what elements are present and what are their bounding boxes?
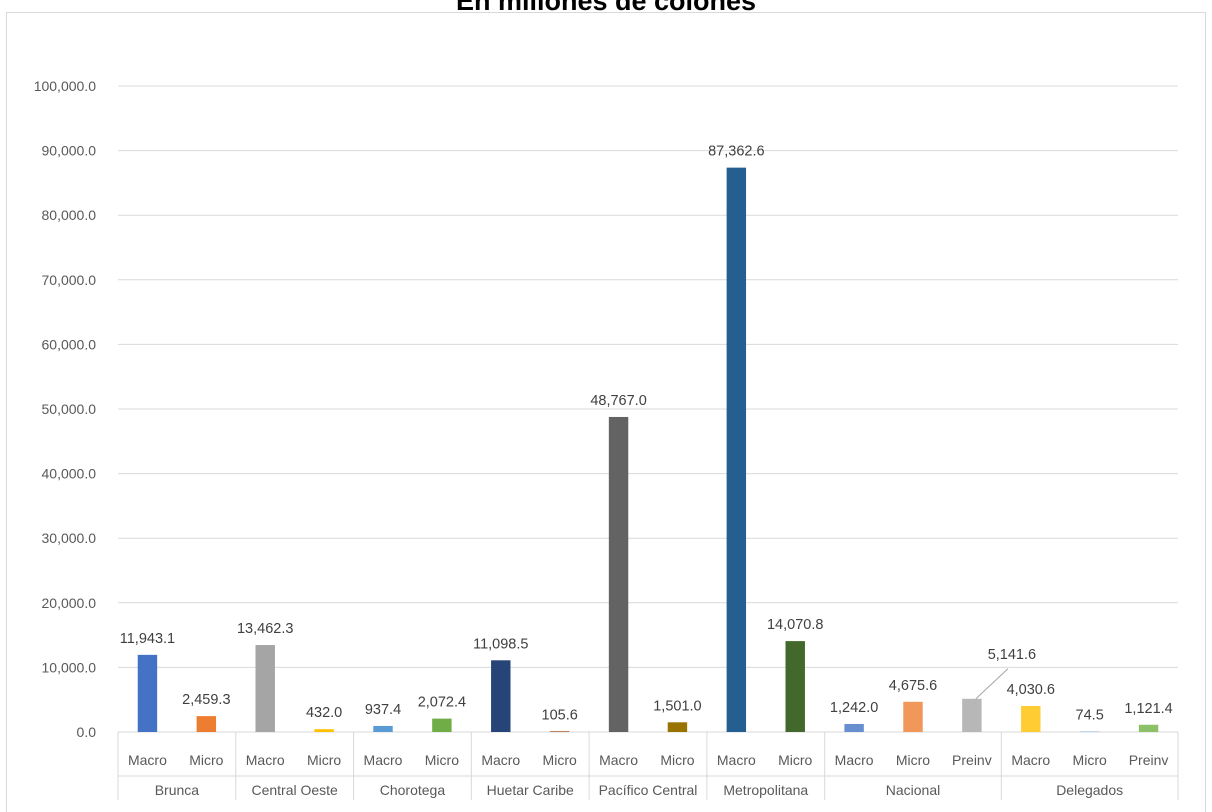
bar [373, 726, 392, 732]
category-label: Macro [481, 752, 520, 768]
category-label: Macro [1011, 752, 1050, 768]
data-label: 48,767.0 [590, 393, 646, 409]
y-tick-label: 30,000.0 [42, 530, 97, 546]
data-label: 1,242.0 [830, 700, 878, 716]
data-label: 2,459.3 [182, 692, 230, 708]
group-label: Central Oeste [251, 782, 338, 798]
data-label: 11,943.1 [120, 631, 175, 647]
bar [1021, 706, 1040, 732]
group-label: Nacional [886, 782, 940, 798]
bar [903, 702, 922, 732]
category-label: Micro [778, 752, 812, 768]
data-label: 2,072.4 [418, 695, 466, 711]
y-tick-label: 40,000.0 [42, 466, 97, 482]
category-label: Macro [599, 752, 638, 768]
y-tick-label: 10,000.0 [42, 659, 97, 675]
data-label: 74.5 [1076, 708, 1104, 724]
category-label: Macro [364, 752, 403, 768]
y-tick-label: 70,000.0 [42, 272, 97, 288]
bar [256, 645, 275, 732]
bar [491, 660, 510, 732]
bar [138, 655, 157, 732]
data-label: 5,141.6 [988, 647, 1036, 663]
category-label: Micro [660, 752, 694, 768]
category-label: Preinv [1129, 752, 1169, 768]
category-label: Micro [307, 752, 341, 768]
category-label: Macro [246, 752, 285, 768]
category-label: Macro [835, 752, 874, 768]
data-label: 11,098.5 [473, 636, 528, 652]
bar [962, 699, 981, 732]
category-label: Micro [425, 752, 459, 768]
y-tick-label: 60,000.0 [42, 336, 97, 352]
data-label: 4,675.6 [889, 678, 937, 694]
group-label: Brunca [155, 782, 200, 798]
bar [668, 722, 687, 732]
data-label: 4,030.6 [1007, 682, 1055, 698]
category-label: Macro [717, 752, 756, 768]
data-label: 432.0 [306, 705, 342, 721]
category-label: Macro [128, 752, 167, 768]
y-tick-label: 50,000.0 [42, 401, 97, 417]
data-label: 87,362.6 [708, 144, 764, 160]
leader-line [976, 669, 1008, 699]
category-label: Micro [1073, 752, 1107, 768]
y-tick-label: 100,000.0 [34, 78, 96, 94]
category-label: Micro [543, 752, 577, 768]
data-label: 105.6 [542, 707, 578, 723]
data-label: 13,462.3 [237, 621, 293, 637]
category-label: Micro [896, 752, 930, 768]
data-label: 1,501.0 [653, 698, 701, 714]
bar [609, 417, 628, 732]
bar [786, 641, 805, 732]
group-label: Metropolitana [723, 782, 808, 798]
group-label: Pacífico Central [599, 782, 698, 798]
data-label: 14,070.8 [767, 617, 823, 633]
bar [1139, 725, 1158, 732]
data-label: 1,121.4 [1124, 701, 1172, 717]
bar [314, 729, 333, 732]
y-tick-label: 80,000.0 [42, 207, 97, 223]
group-label: Huetar Caribe [487, 782, 574, 798]
bar [432, 719, 451, 732]
category-label: Micro [189, 752, 223, 768]
bar [727, 168, 746, 732]
y-tick-label: 20,000.0 [42, 595, 97, 611]
bar [550, 731, 569, 732]
y-tick-label: 0.0 [77, 724, 97, 740]
bar [844, 724, 863, 732]
y-tick-label: 90,000.0 [42, 143, 97, 159]
data-label: 937.4 [365, 702, 401, 718]
group-label: Chorotega [380, 782, 446, 798]
bar [197, 716, 216, 732]
group-label: Delegados [1056, 782, 1123, 798]
category-label: Preinv [952, 752, 992, 768]
